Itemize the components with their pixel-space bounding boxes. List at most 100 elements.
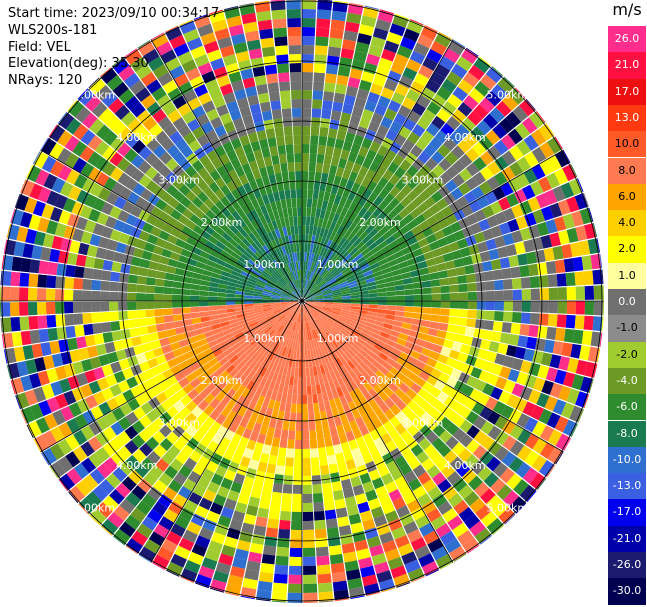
range-gate — [329, 119, 340, 130]
range-gate — [340, 112, 352, 124]
range-gate — [85, 491, 102, 508]
range-gate — [457, 352, 469, 364]
range-gate — [166, 144, 180, 158]
range-gate — [293, 376, 299, 386]
range-gate — [228, 421, 239, 433]
range-gate — [342, 103, 354, 115]
range-gate — [229, 109, 242, 121]
range-gate — [280, 296, 290, 299]
range-gate — [287, 162, 295, 172]
range-gate — [289, 302, 299, 307]
range-gate — [239, 274, 249, 281]
range-gate — [210, 57, 225, 71]
range-gate — [498, 390, 512, 405]
range-gate — [119, 460, 134, 476]
range-gate — [394, 315, 404, 322]
range-gate — [266, 73, 279, 84]
range-gate — [325, 220, 333, 230]
range-gate — [142, 48, 160, 64]
range-gate — [205, 79, 220, 92]
range-gate — [303, 270, 306, 280]
range-gate — [444, 151, 459, 166]
range-gate — [89, 182, 104, 198]
range-gate — [513, 479, 529, 496]
range-gate — [234, 263, 244, 271]
range-gate — [190, 283, 201, 291]
range-gate — [127, 235, 139, 247]
range-gate — [561, 244, 573, 259]
range-gate — [439, 430, 453, 444]
range-gate — [20, 179, 35, 197]
range-gate — [309, 430, 317, 440]
range-gate — [19, 316, 30, 331]
range-gate — [236, 207, 246, 218]
range-gate — [305, 302, 314, 307]
range-gate — [602, 285, 604, 300]
range-gate — [157, 263, 168, 273]
range-gate — [300, 288, 302, 298]
range-gate — [172, 281, 183, 289]
range-gate — [174, 138, 188, 152]
range-gate — [364, 527, 379, 540]
range-gate — [392, 14, 409, 28]
range-gate — [204, 428, 217, 441]
range-gate — [464, 397, 477, 411]
range-gate — [214, 331, 225, 340]
range-gate — [244, 292, 254, 296]
range-gate — [40, 137, 49, 151]
range-gate — [335, 357, 344, 367]
range-gate — [394, 166, 406, 179]
range-gate — [302, 207, 307, 217]
range-gate — [343, 269, 353, 277]
range-gate — [260, 204, 268, 216]
range-gate — [384, 318, 394, 325]
range-gate — [509, 440, 525, 456]
range-gate — [241, 377, 251, 388]
range-gate — [385, 339, 397, 348]
range-gate — [280, 294, 290, 298]
range-gate — [323, 400, 331, 411]
range-gate — [109, 205, 122, 219]
range-gate — [400, 394, 412, 406]
range-gate — [261, 554, 276, 565]
range-gate — [217, 292, 227, 298]
range-gate — [49, 340, 61, 355]
range-gate — [253, 293, 263, 297]
range-gate — [431, 398, 444, 411]
range-gate — [341, 327, 351, 335]
range-gate — [145, 293, 155, 301]
range-gate — [155, 391, 168, 404]
range-gate — [349, 247, 359, 256]
range-gate — [310, 262, 315, 272]
range-gate — [456, 56, 473, 72]
range-gate — [336, 376, 345, 387]
range-gate — [286, 310, 294, 318]
range-gate — [271, 293, 281, 297]
range-gate — [141, 516, 158, 531]
range-gate — [570, 242, 582, 258]
range-gate — [439, 530, 457, 546]
range-gate — [375, 356, 386, 366]
range-gate — [365, 318, 376, 325]
range-gate — [464, 264, 475, 275]
range-gate — [459, 246, 471, 258]
range-gate — [92, 197, 106, 212]
range-gate — [316, 199, 323, 209]
range-gate — [279, 510, 291, 521]
range-gate — [275, 218, 283, 229]
range-gate — [199, 296, 209, 301]
range-gate — [427, 328, 438, 337]
range-gate — [295, 261, 299, 271]
range-gate — [251, 392, 261, 404]
colorbar-level: -13.0 — [608, 473, 646, 500]
range-gate — [63, 390, 77, 406]
range-gate — [328, 463, 339, 474]
range-gate — [245, 357, 255, 368]
range-gate — [428, 240, 440, 251]
range-gate — [277, 209, 284, 219]
range-gate — [60, 406, 74, 422]
range-gate — [381, 348, 392, 357]
range-gate — [91, 279, 102, 291]
range-gate — [352, 237, 362, 248]
range-gate — [267, 82, 280, 93]
